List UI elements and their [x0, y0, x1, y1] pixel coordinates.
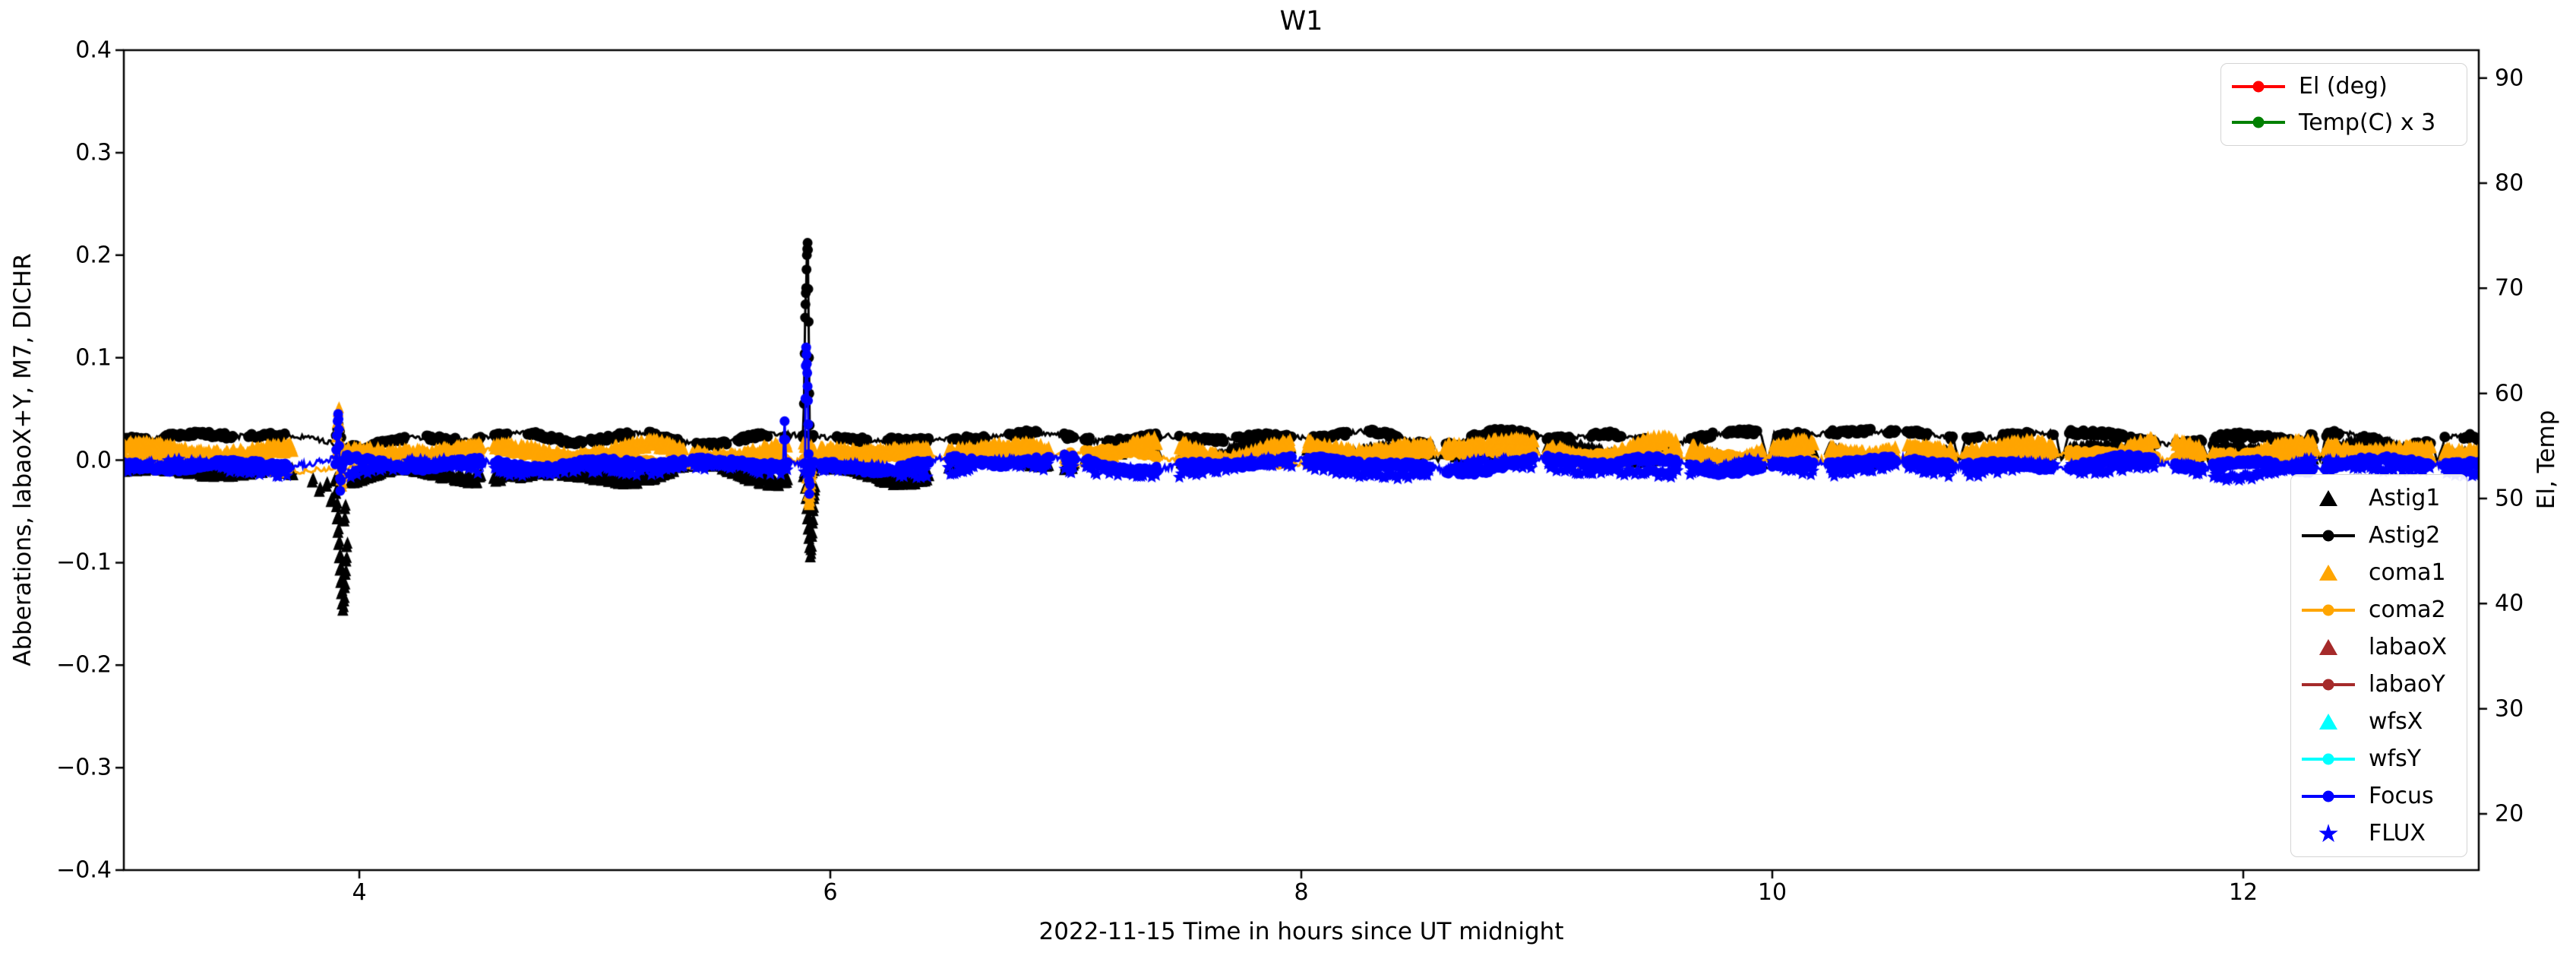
legend-item-label: labaoX — [2369, 634, 2448, 660]
line-dot-marker-icon — [2299, 679, 2358, 690]
y-right-tick-label: 50 — [2495, 485, 2524, 512]
y-left-tick-label: 0.3 — [75, 139, 112, 166]
y-right-tick-label: 60 — [2495, 380, 2524, 407]
legend-item: wfsX — [2299, 708, 2459, 735]
x-tick-label: 4 — [352, 879, 367, 906]
line-dot-marker-icon — [2299, 604, 2358, 616]
legend-item-label: coma1 — [2369, 559, 2446, 586]
triangle-marker-icon — [2299, 639, 2358, 655]
legend-item: Focus — [2299, 783, 2459, 809]
legend-item-label: wfsX — [2369, 708, 2423, 735]
legend-item: Astig1 — [2299, 485, 2459, 511]
y-left-tick-label: 0.2 — [75, 242, 112, 269]
x-tick-label: 6 — [823, 879, 838, 906]
y-axis-label-left: Abberations, labaoX+Y, M7, DICHR — [9, 253, 36, 666]
x-tick-label: 12 — [2228, 879, 2258, 906]
legend-el-temp: El (deg) Temp(C) x 3 — [2220, 63, 2467, 146]
y-right-tick-label: 70 — [2495, 274, 2524, 302]
legend-item-label: Astig1 — [2369, 485, 2441, 511]
triangle-marker-icon — [2299, 714, 2358, 730]
legend-item-label: El (deg) — [2299, 73, 2388, 100]
line-dot-marker-icon — [2299, 790, 2358, 802]
y-right-tick-label: 30 — [2495, 695, 2524, 723]
legend-item-label: Temp(C) x 3 — [2299, 109, 2436, 136]
y-right-tick-label: 40 — [2495, 590, 2524, 617]
line-dot-marker-icon — [2299, 753, 2358, 764]
legend-item-label: FLUX — [2369, 820, 2426, 847]
triangle-marker-icon — [2299, 490, 2358, 506]
legend-item-label: labaoY — [2369, 671, 2445, 698]
legend-item: coma2 — [2299, 597, 2459, 623]
y-left-tick-label: 0.4 — [75, 36, 112, 64]
y-left-tick-label: −0.2 — [56, 651, 112, 679]
legend-item: labaoY — [2299, 671, 2459, 698]
y-axis-label-right: El, Temp — [2533, 410, 2560, 510]
x-tick-label: 8 — [1294, 879, 1309, 906]
legend-item-label: coma2 — [2369, 597, 2446, 623]
x-axis-label: 2022-11-15 Time in hours since UT midnig… — [1038, 918, 1564, 945]
line-dot-marker-icon — [2299, 530, 2358, 541]
x-tick-label: 10 — [1757, 879, 1787, 906]
y-left-tick-label: 0.0 — [75, 447, 112, 473]
legend-item-label: Focus — [2369, 783, 2434, 809]
legend-item: Temp(C) x 3 — [2229, 109, 2459, 136]
legend-item: Astig2 — [2299, 522, 2459, 549]
y-left-tick-label: −0.1 — [56, 549, 112, 576]
legend-item-label: wfsY — [2369, 745, 2422, 772]
legend-item: wfsY — [2299, 745, 2459, 772]
y-right-tick-label: 90 — [2495, 65, 2524, 92]
star-marker-icon: ★ — [2317, 818, 2340, 848]
legend-item: ★ FLUX — [2299, 820, 2459, 847]
y-right-tick-label: 20 — [2495, 800, 2524, 828]
triangle-marker-icon — [2299, 565, 2358, 581]
legend-item: coma1 — [2299, 559, 2459, 586]
y-right-tick-label: 80 — [2495, 169, 2524, 197]
legend-item: El (deg) — [2229, 73, 2459, 100]
y-left-tick-label: 0.1 — [75, 344, 112, 372]
legend-item: labaoX — [2299, 634, 2459, 660]
legend-series: Astig1 Astig2 coma1 coma2 labaoX labaoY wfsX wf… — [2290, 474, 2467, 857]
chart-title: W1 — [1279, 6, 1323, 36]
line-dot-marker-icon — [2229, 116, 2288, 128]
y-left-tick-label: −0.4 — [56, 856, 112, 884]
line-dot-marker-icon — [2229, 81, 2288, 93]
legend-item-label: Astig2 — [2369, 522, 2441, 549]
y-left-tick-label: −0.3 — [56, 754, 112, 781]
